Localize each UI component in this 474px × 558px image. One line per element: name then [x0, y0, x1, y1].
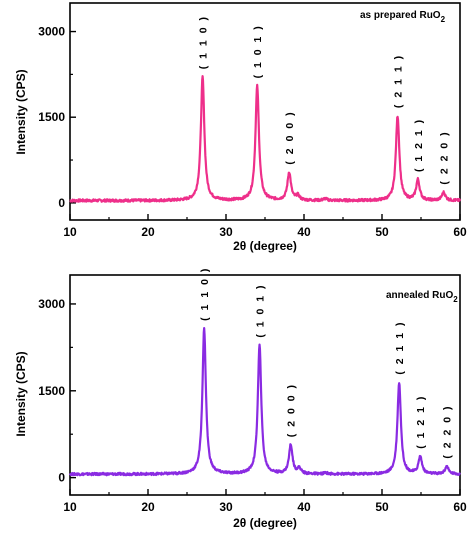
top-chart-panel: 10 20 30 40 50 60 0 1500 3000 ( 1 1 0 ) ( 1 0 1 )…	[14, 2, 467, 253]
x-tick-label: 10	[63, 500, 77, 514]
legend-text: as prepared RuO	[360, 10, 441, 21]
y-axis-title: Intensity (CPS)	[14, 351, 28, 436]
x-tick-label: 40	[297, 225, 311, 239]
peak-label: ( 1 1 0 )	[198, 15, 210, 69]
peak-label: ( 2 1 1 )	[394, 320, 406, 374]
peak-label: ( 1 2 1 )	[415, 395, 427, 449]
peak-label: ( 2 0 0 )	[284, 110, 296, 164]
legend-label: annealed RuO2	[386, 290, 458, 304]
legend-text: annealed RuO	[386, 290, 453, 301]
y-tick-label: 3000	[38, 25, 65, 39]
peak-label: ( 1 2 1 )	[413, 118, 425, 172]
axis-ticks: 10 20 30 40 50 60 0 1500 3000	[38, 297, 467, 514]
x-tick-label: 20	[141, 500, 155, 514]
peak-label: ( 2 2 0 )	[442, 404, 454, 458]
x-tick-label: 30	[219, 225, 233, 239]
xrd-series-line	[69, 75, 462, 203]
x-axis-title: 2θ (degree)	[233, 516, 297, 530]
peak-label: ( 1 0 1 )	[255, 283, 267, 337]
bottom-chart-panel: 10 20 30 40 50 60 0 1500 3000 ( 1 1 0 ) ( 1 0 1 )…	[14, 267, 467, 530]
x-tick-label: 20	[141, 225, 155, 239]
y-axis-title: Intensity (CPS)	[14, 69, 28, 154]
x-axis-title: 2θ (degree)	[233, 239, 297, 253]
y-tick-label: 3000	[38, 297, 65, 311]
x-tick-label: 10	[63, 225, 77, 239]
legend-subscript: 2	[453, 295, 458, 304]
legend-label: as prepared RuO2	[360, 10, 446, 24]
peak-label: ( 1 1 0 )	[199, 267, 211, 321]
x-tick-label: 60	[453, 500, 467, 514]
peak-label: ( 2 1 1 )	[393, 54, 405, 108]
y-tick-label: 0	[58, 196, 65, 210]
peak-label: ( 2 2 0 )	[439, 130, 451, 184]
y-tick-label: 1500	[38, 110, 65, 124]
peak-labels: ( 1 1 0 ) ( 1 0 1 ) ( 2 0 0 ) ( 2 1 1 ) ( 1 …	[199, 267, 454, 459]
xrd-series-line	[68, 326, 461, 477]
x-tick-label: 50	[375, 225, 389, 239]
y-tick-label: 1500	[38, 384, 65, 398]
peak-labels: ( 1 1 0 ) ( 1 0 1 ) ( 2 0 0 ) ( 2 1 1 ) ( 1 …	[198, 15, 451, 185]
peak-label: ( 2 0 0 )	[286, 383, 298, 437]
axis-ticks: 10 20 30 40 50 60 0 1500 3000	[38, 25, 467, 239]
peak-label: ( 1 0 1 )	[252, 24, 264, 78]
x-tick-label: 50	[375, 500, 389, 514]
x-tick-label: 40	[297, 500, 311, 514]
legend-subscript: 2	[441, 15, 446, 24]
x-tick-label: 30	[219, 500, 233, 514]
x-tick-label: 60	[453, 225, 467, 239]
y-tick-label: 0	[58, 471, 65, 485]
